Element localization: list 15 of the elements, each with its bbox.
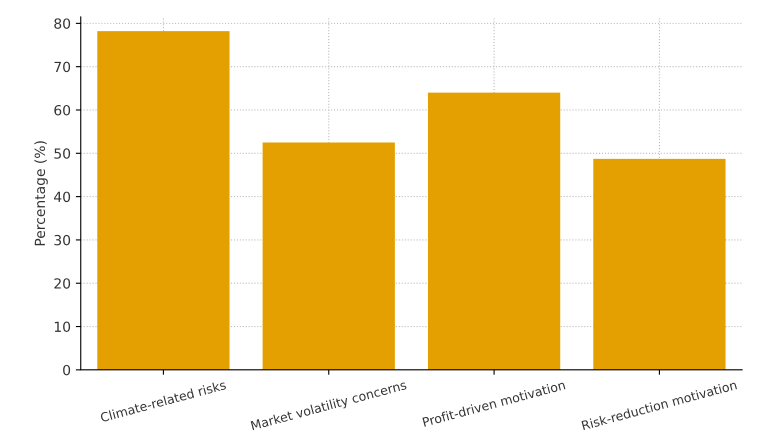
y-tick-label: 50 <box>54 148 70 159</box>
bar <box>97 31 230 370</box>
y-tick-label: 10 <box>54 322 70 332</box>
y-axis-title: Percentage (%) <box>34 141 48 246</box>
y-tick-label: 40 <box>54 192 70 202</box>
y-tick-label: 30 <box>54 234 70 246</box>
bar <box>428 92 560 370</box>
y-tick-label: 0 <box>63 364 70 376</box>
x-tick-label: Market volatility concerns <box>250 380 408 433</box>
bar <box>593 158 726 370</box>
y-tick-label: 80 <box>54 18 70 29</box>
y-tick-label: 20 <box>54 278 70 289</box>
y-tick-label: 60 <box>54 104 70 116</box>
y-tick-label: 70 <box>54 62 70 72</box>
bar <box>262 142 395 370</box>
